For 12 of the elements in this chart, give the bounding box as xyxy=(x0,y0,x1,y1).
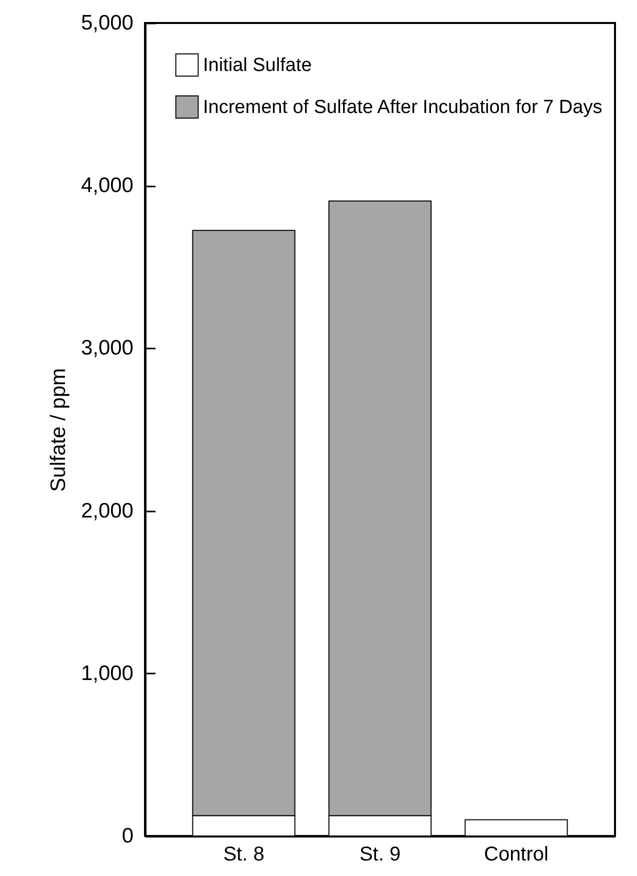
y-tick-label: 0 xyxy=(122,824,134,848)
x-tick-label: St. 9 xyxy=(359,844,401,866)
y-tick-label: 5,000 xyxy=(80,12,134,34)
y-axis-title: Sulfate / ppm xyxy=(46,368,70,492)
y-tick-label: 3,000 xyxy=(80,336,134,360)
x-tick-label: St. 8 xyxy=(223,844,264,866)
legend-label: Increment of Sulfate After Incubation for 7 Days xyxy=(203,97,602,118)
y-tick-label: 2,000 xyxy=(80,499,134,522)
x-tick-label: Control xyxy=(484,844,548,866)
y-tick-label: 1,000 xyxy=(80,662,134,685)
y-tick-label: 4,000 xyxy=(80,174,134,198)
legend-label: Initial Sulfate xyxy=(203,55,312,76)
